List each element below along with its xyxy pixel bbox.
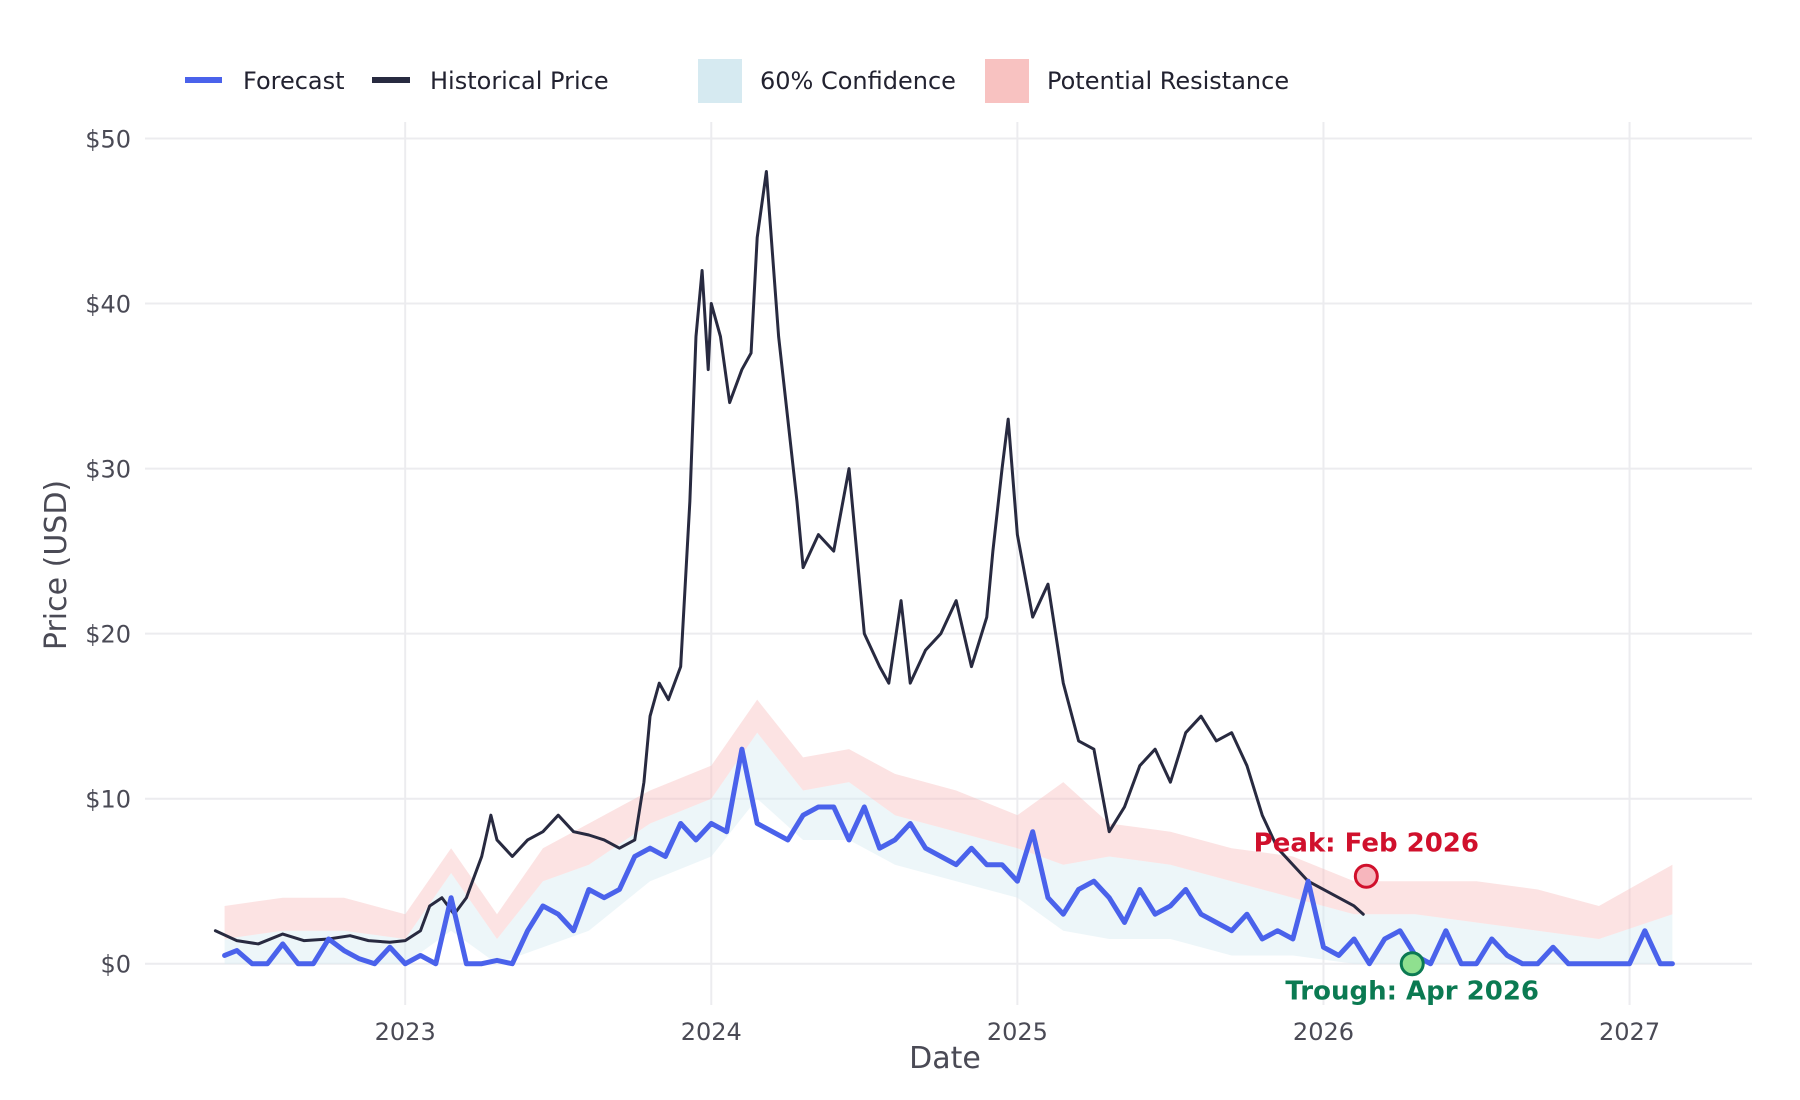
legend: Forecast Historical Price 60% Confidence…	[185, 59, 1289, 103]
y-tick-label: $40	[85, 291, 131, 319]
legend-label-potential-resistance: Potential Resistance	[1047, 67, 1289, 95]
legend-item-potential-resistance[interactable]: Potential Resistance	[985, 59, 1289, 103]
peak-marker	[1353, 863, 1379, 889]
trough-marker	[1399, 951, 1425, 977]
y-tick-label: $30	[85, 456, 131, 484]
legend-swatch-potential-resistance	[985, 59, 1029, 103]
y-tick-label: $10	[85, 786, 131, 814]
series-line-forecast	[222, 746, 1675, 967]
y-axis-title: Price (USD)	[39, 480, 74, 650]
x-axis-title: Date	[909, 1041, 981, 1076]
x-axis-ticks: 2023 2024 2025 2026 2027	[375, 1018, 1660, 1046]
series-line-historical-price	[213, 170, 1365, 946]
y-tick-label: $50	[85, 126, 131, 154]
lines	[213, 170, 1675, 967]
legend-item-60-confidence[interactable]: 60% Confidence	[698, 59, 956, 103]
legend-label-60-confidence: 60% Confidence	[760, 67, 956, 95]
y-axis-ticks: $0 $10 $20 $30 $40 $50	[85, 126, 131, 979]
band-60-confidence	[224, 732, 1673, 964]
legend-label-historical-price: Historical Price	[430, 67, 609, 95]
y-tick-label: $0	[100, 951, 131, 979]
x-tick-label: 2023	[375, 1018, 436, 1046]
legend-item-historical-price[interactable]: Historical Price	[372, 67, 609, 95]
x-tick-label: 2025	[987, 1018, 1048, 1046]
y-tick-label: $20	[85, 621, 131, 649]
x-tick-label: 2024	[681, 1018, 742, 1046]
legend-item-forecast[interactable]: Forecast	[185, 67, 345, 95]
peak-annotation-label: Peak: Feb 2026	[1254, 828, 1479, 858]
legend-label-forecast: Forecast	[243, 67, 345, 95]
x-tick-label: 2026	[1293, 1018, 1354, 1046]
band-potential-resistance	[224, 699, 1673, 939]
annotations: Peak: Feb 2026 Trough: Apr 2026	[1254, 828, 1539, 1006]
grid	[145, 122, 1752, 1005]
x-tick-label: 2027	[1599, 1018, 1660, 1046]
bands	[224, 699, 1673, 964]
legend-swatch-60-confidence	[698, 59, 742, 103]
trough-annotation-label: Trough: Apr 2026	[1285, 977, 1539, 1007]
